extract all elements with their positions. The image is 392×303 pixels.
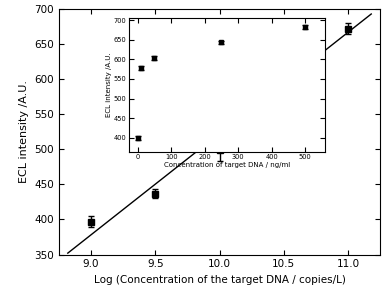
X-axis label: Concentration of target DNA / ng/ml: Concentration of target DNA / ng/ml: [164, 162, 290, 168]
X-axis label: Log (Concentration of the target DNA / copies/L): Log (Concentration of the target DNA / c…: [94, 275, 345, 285]
Y-axis label: ECL intensity /A.U.: ECL intensity /A.U.: [19, 80, 29, 183]
Y-axis label: ECL intensity /A.U.: ECL intensity /A.U.: [107, 52, 113, 117]
